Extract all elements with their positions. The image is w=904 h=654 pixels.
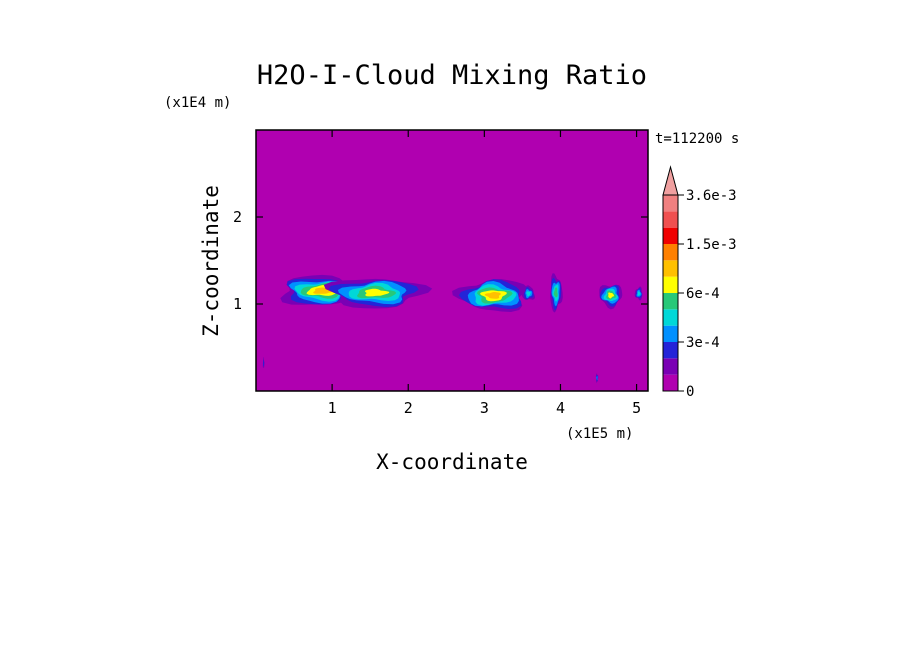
cloud-3-contour-7 bbox=[484, 292, 501, 299]
cloud-4 bbox=[521, 285, 535, 300]
x-tick-label: 2 bbox=[404, 399, 413, 417]
colorbar-tick-label: 3.6e-3 bbox=[686, 188, 737, 204]
colorbar-tick-label: 3e-4 bbox=[686, 335, 720, 351]
colorbar-tick-label: 6e-4 bbox=[686, 286, 720, 302]
cloud-2-contour-6 bbox=[364, 288, 390, 297]
y-unit-label: (x1E4 m) bbox=[164, 95, 231, 111]
cloud-1-contour-7 bbox=[313, 287, 333, 294]
x-tick-label: 4 bbox=[556, 399, 565, 417]
colorbar-extend-arrow bbox=[662, 165, 679, 196]
x-tick-label: 3 bbox=[480, 399, 489, 417]
y-axis-label: Z-coordinate bbox=[199, 185, 223, 337]
time-label: t=112200 s bbox=[655, 131, 739, 147]
colorbar-bin bbox=[663, 195, 678, 212]
cloud-6 bbox=[599, 284, 623, 310]
colorbar-bin bbox=[663, 374, 678, 391]
colorbar-bin bbox=[663, 358, 678, 375]
cloud-5-contour-5 bbox=[553, 287, 558, 298]
cloud-7-contour-4 bbox=[637, 291, 641, 296]
speck-1-contour-2 bbox=[263, 359, 265, 367]
cloud-4-contour-4 bbox=[526, 291, 531, 297]
colorbar-tick-label: 0 bbox=[686, 384, 694, 400]
colorbar-bin bbox=[663, 227, 678, 244]
x-axis-label: X-coordinate bbox=[376, 450, 528, 474]
plot-background bbox=[256, 130, 648, 391]
colorbar-bin bbox=[663, 211, 678, 228]
chart-title: H2O-I-Cloud Mixing Ratio bbox=[257, 60, 647, 91]
colorbar: 0 3e-4 6e-4 1.5e-3 3.6e-3 bbox=[662, 165, 737, 400]
cloud-3 bbox=[452, 279, 528, 312]
y-tick-label: 1 bbox=[233, 295, 242, 313]
plot-frame bbox=[255, 129, 649, 392]
speck-1 bbox=[262, 356, 265, 368]
colorbar-bin bbox=[663, 342, 678, 359]
axis-ticks: 1 2 3 4 5 1 2 bbox=[233, 130, 648, 417]
speck-2 bbox=[595, 373, 599, 383]
cloud-2 bbox=[323, 278, 433, 309]
cloud-6-contour-6 bbox=[608, 292, 614, 299]
cloud-5 bbox=[550, 273, 563, 313]
colorbar-bin bbox=[663, 325, 678, 342]
x-tick-label: 1 bbox=[328, 399, 337, 417]
colorbar-bin bbox=[663, 244, 678, 261]
y-tick-label: 2 bbox=[233, 208, 242, 226]
speck-2-contour-3 bbox=[596, 376, 598, 380]
cloud-features bbox=[262, 273, 643, 383]
colorbar-bin bbox=[663, 293, 678, 310]
x-tick-label: 5 bbox=[632, 399, 641, 417]
x-unit-label: (x1E5 m) bbox=[566, 426, 633, 442]
colorbar-bin bbox=[663, 309, 678, 326]
colorbar-bin bbox=[663, 260, 678, 277]
cloud-7 bbox=[634, 286, 643, 301]
colorbar-tick-label: 1.5e-3 bbox=[686, 237, 737, 253]
colorbar-bin bbox=[663, 276, 678, 293]
